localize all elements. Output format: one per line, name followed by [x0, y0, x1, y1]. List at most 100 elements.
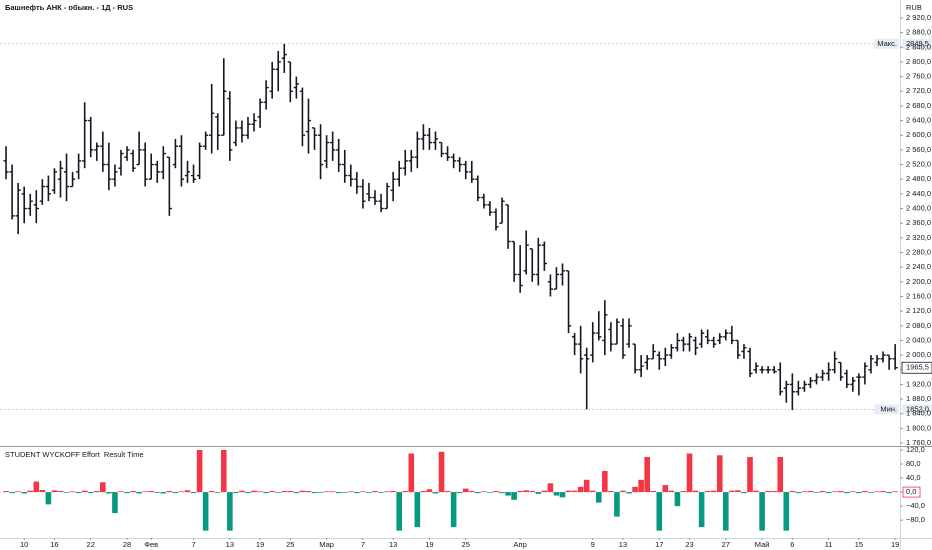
- y-tick-label: 80,0: [906, 459, 921, 468]
- x-tick-label: 25: [286, 540, 294, 549]
- y-tick-label: 2 840,0: [906, 42, 931, 51]
- x-tick-label: Апр: [514, 540, 527, 549]
- y-tick-label: 2 080,0: [906, 321, 931, 330]
- histogram-bar: [535, 492, 542, 494]
- histogram-bar: [468, 491, 475, 493]
- histogram-bar: [517, 491, 523, 493]
- histogram-bar: [771, 491, 777, 493]
- y-tick-label: 2 880,0: [906, 28, 931, 37]
- histogram-bar: [354, 492, 360, 494]
- y-tick-label: 0,0: [906, 487, 916, 496]
- histogram-bar: [233, 492, 239, 494]
- histogram-bar: [680, 491, 687, 493]
- x-tick-label: 13: [226, 540, 234, 549]
- y-tick-label: 1 920,0: [906, 379, 931, 388]
- histogram-bar: [402, 491, 409, 493]
- histogram-bar: [674, 492, 681, 507]
- histogram-bar: [281, 491, 288, 493]
- histogram-bar: [33, 481, 40, 493]
- x-tick-label: 10: [20, 540, 28, 549]
- histogram-bar: [704, 491, 711, 493]
- histogram-bar: [9, 492, 15, 494]
- histogram-bar: [69, 491, 76, 493]
- histogram-bar: [487, 492, 493, 493]
- histogram-bar: [553, 492, 560, 496]
- histogram-bar: [565, 490, 572, 493]
- x-tick-label: 23: [685, 540, 693, 549]
- histogram-bar: [753, 490, 759, 493]
- y-tick-label: 2 720,0: [906, 86, 931, 95]
- histogram-bar: [644, 457, 650, 493]
- extreme-value: 2849,5: [906, 39, 929, 48]
- histogram-bar: [450, 492, 457, 528]
- histogram-bar: [559, 492, 566, 498]
- histogram-bar: [475, 492, 481, 494]
- y-tick-label: 2 320,0: [906, 233, 931, 242]
- histogram-bar: [698, 492, 705, 528]
- y-tick-label: 2 120,0: [906, 306, 931, 315]
- histogram-bar: [777, 457, 784, 493]
- y-tick-label: 2 000,0: [906, 350, 931, 359]
- x-tick-label: 16: [50, 540, 58, 549]
- histogram-bar: [493, 491, 499, 493]
- x-tick-label: 15: [855, 540, 863, 549]
- histogram-bar: [511, 492, 517, 500]
- histogram-bar: [348, 491, 354, 493]
- histogram-bar: [112, 492, 118, 514]
- x-tick-label: 7: [191, 540, 195, 549]
- histogram-bar: [795, 492, 802, 494]
- histogram-bar: [196, 450, 203, 493]
- extreme-value-bg: [902, 404, 932, 415]
- histogram-bar: [481, 491, 487, 493]
- histogram-bar: [886, 492, 892, 494]
- histogram-bar: [608, 491, 614, 493]
- x-tick-label: 6: [790, 540, 794, 549]
- x-tick-label: 25: [462, 540, 470, 549]
- histogram-bar: [130, 491, 136, 493]
- y-tick-label: 120,0: [906, 445, 925, 454]
- histogram-bar: [27, 490, 34, 493]
- x-tick-label: 19: [891, 540, 899, 549]
- currency-label: RUB: [906, 3, 922, 12]
- histogram-bar: [692, 490, 699, 493]
- histogram-bar: [378, 492, 384, 493]
- histogram-bar: [505, 492, 511, 496]
- histogram-bar: [577, 486, 584, 493]
- histogram-bar: [656, 492, 663, 531]
- x-tick-label: 9: [591, 540, 595, 549]
- histogram-bar: [735, 490, 741, 493]
- histogram-bar: [366, 492, 372, 493]
- histogram-bar: [93, 491, 100, 493]
- y-tick-label: 2 200,0: [906, 277, 931, 286]
- histogram-bar: [874, 491, 880, 493]
- histogram-bar: [142, 491, 148, 493]
- histogram-bar: [372, 491, 378, 493]
- histogram-bar: [856, 492, 862, 494]
- histogram-bar: [100, 482, 106, 493]
- y-tick-label: 2 160,0: [906, 291, 931, 300]
- histogram-bar: [136, 492, 142, 494]
- histogram-bar: [432, 492, 439, 494]
- indicator-title: STUDENT WYCKOFF Effort Result Time: [5, 450, 144, 459]
- histogram-bar: [438, 451, 445, 493]
- histogram-bar: [317, 492, 324, 493]
- histogram-bar: [178, 491, 185, 493]
- histogram-bar: [414, 492, 421, 528]
- extreme-value-bg: [902, 38, 932, 49]
- y-tick-label: 2 240,0: [906, 262, 931, 271]
- x-tick-label: 13: [389, 540, 397, 549]
- y-tick-label: 2 920,0: [906, 13, 931, 22]
- y-tick-label: 2 600,0: [906, 130, 931, 139]
- histogram-bar: [723, 492, 729, 531]
- y-tick-label: −80,0: [906, 515, 925, 524]
- histogram-bar: [831, 491, 838, 493]
- x-tick-label: Фев: [144, 540, 158, 549]
- histogram-bar: [837, 491, 844, 493]
- histogram-bar: [269, 491, 275, 493]
- histogram-bar: [3, 491, 9, 493]
- histogram-bar: [662, 485, 669, 493]
- histogram-bar: [390, 491, 396, 493]
- histogram-bar: [245, 492, 251, 494]
